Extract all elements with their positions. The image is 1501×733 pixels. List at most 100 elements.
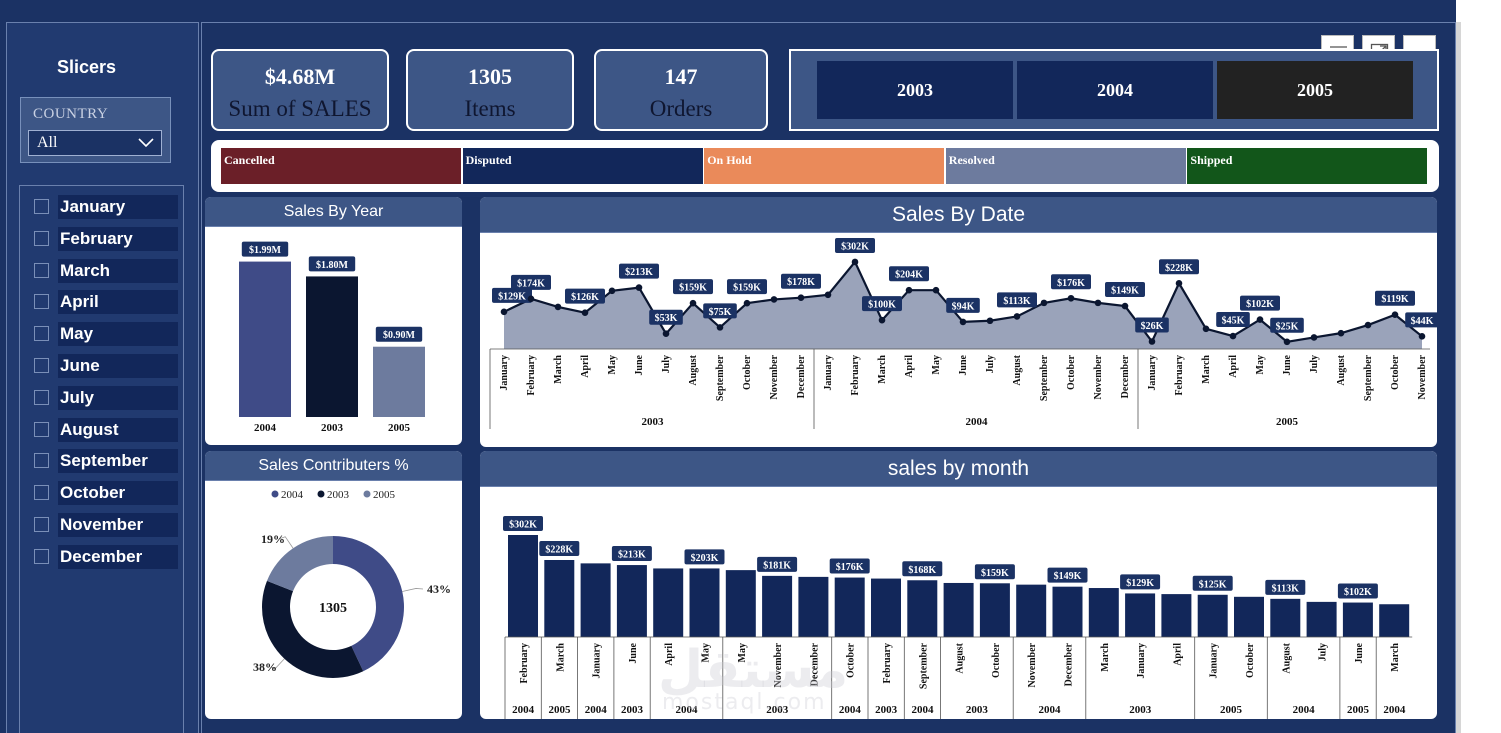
sales-point[interactable] [932,286,940,294]
sales-point[interactable] [554,303,562,311]
sales-point[interactable] [1256,316,1264,323]
sales-point[interactable] [1067,294,1075,302]
month-bar[interactable] [943,582,974,637]
sales-point[interactable] [1013,313,1021,320]
month-bar[interactable] [1016,584,1047,637]
status-option-resolved[interactable]: Resolved [945,148,1186,184]
checkbox-icon[interactable] [34,199,49,214]
month-bar[interactable] [1270,598,1301,637]
sales-point[interactable] [878,316,886,324]
checkbox-icon[interactable] [34,517,49,532]
month-option-april[interactable]: April [20,290,185,316]
month-option-october[interactable]: October [20,481,185,507]
month-bar[interactable] [1125,593,1156,637]
sales-point[interactable] [743,299,751,307]
sales-point[interactable] [1094,299,1102,307]
checkbox-icon[interactable] [34,326,49,342]
month-option-november[interactable]: November [20,513,185,539]
status-option-shipped[interactable]: Shipped [1187,148,1428,184]
sales-point[interactable] [1364,321,1372,329]
checkbox-icon[interactable] [34,230,49,246]
month-bar[interactable] [871,578,901,637]
month-bar[interactable] [1161,594,1192,637]
status-option-on-hold[interactable]: On Hold [704,148,945,184]
month-bar[interactable] [544,559,575,637]
year-bar-2004[interactable] [239,261,291,417]
checkbox-icon[interactable] [34,294,49,310]
donut-slice-2005[interactable] [266,536,333,592]
sales-point[interactable] [824,291,832,299]
checkbox-icon[interactable] [34,453,49,469]
sales-point[interactable] [581,309,589,316]
month-bar[interactable] [979,583,1010,637]
month-option-june[interactable]: June [20,354,185,380]
sales-point[interactable] [1229,332,1237,340]
sales-point[interactable] [797,294,805,301]
donut-slice-2004[interactable] [333,536,404,672]
checkbox-icon[interactable] [34,485,49,501]
sales-point[interactable] [689,299,697,307]
month-option-september[interactable]: September [20,449,185,475]
sales-point[interactable] [716,324,724,331]
sales-point[interactable] [500,308,508,316]
month-bar[interactable] [1197,594,1228,637]
month-bar[interactable] [508,535,538,637]
sales-point[interactable] [1337,329,1345,337]
month-option-august[interactable]: August [20,417,185,444]
country-dropdown[interactable]: All [28,130,162,156]
sales-point[interactable] [1310,334,1318,341]
year-button-2003[interactable]: 2003 [817,61,1013,119]
checkbox-icon[interactable] [34,421,49,437]
month-option-may[interactable]: May [20,322,185,348]
month-bar[interactable] [1234,596,1264,637]
sales-point[interactable] [1283,338,1291,346]
year-button-2005[interactable]: 2005 [1217,61,1413,119]
sales-point[interactable] [1121,302,1129,310]
month-bar[interactable] [1379,604,1410,637]
month-bar[interactable] [653,568,684,637]
year-bar-2003[interactable] [306,276,358,417]
sales-point[interactable] [959,318,967,326]
sales-point[interactable] [905,286,913,294]
status-option-cancelled[interactable]: Cancelled [221,148,461,184]
month-bar[interactable] [689,568,720,637]
month-bar[interactable] [1088,588,1119,637]
sales-point[interactable] [851,258,859,266]
sales-point[interactable] [770,296,778,303]
checkbox-icon[interactable] [34,389,49,405]
donut-slice-2003[interactable] [262,580,364,678]
sales-point[interactable] [608,287,616,295]
year-button-2004[interactable]: 2004 [1017,61,1213,119]
year-bar-2005[interactable] [373,346,425,417]
month-bar[interactable] [907,580,938,637]
status-option-disputed[interactable]: Disputed [462,148,703,184]
month-bar[interactable] [616,565,647,637]
checkbox-icon[interactable] [34,262,49,278]
month-bar[interactable] [1306,601,1337,637]
sales-point[interactable] [635,284,643,291]
month-bar[interactable] [834,577,865,637]
sales-point[interactable] [1418,333,1426,340]
sales-point[interactable] [527,295,535,303]
month-bar[interactable] [798,576,829,637]
sales-point[interactable] [1202,325,1210,333]
month-bar[interactable] [1052,586,1083,637]
month-option-january[interactable]: January [20,195,185,221]
sales-point[interactable] [986,317,994,325]
month-option-march[interactable]: March [20,258,185,285]
month-bar[interactable] [1342,602,1373,637]
checkbox-icon[interactable] [34,548,49,564]
month-bar[interactable] [580,563,611,637]
checkbox-icon[interactable] [34,358,49,373]
sales-point[interactable] [662,330,670,338]
sales-point[interactable] [1391,311,1399,318]
month-option-december[interactable]: December [20,544,185,571]
sales-point[interactable] [1175,279,1183,287]
month-option-july[interactable]: July [20,385,185,412]
vertical-scrollbar[interactable] [1456,22,1461,733]
month-bar[interactable] [762,575,793,637]
month-bar[interactable] [725,570,756,637]
month-option-february[interactable]: February [20,226,185,253]
sales-point[interactable] [1040,299,1048,307]
sales-point[interactable] [1148,338,1156,345]
